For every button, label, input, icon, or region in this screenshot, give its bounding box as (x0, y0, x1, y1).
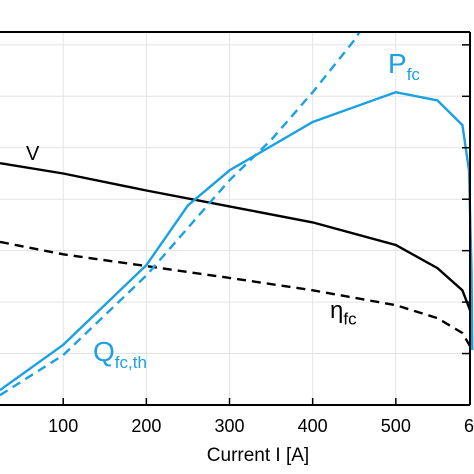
series-label-main: P (388, 48, 407, 79)
x-tick-label: 500 (381, 416, 411, 436)
series-label-main: V (26, 143, 40, 165)
x-tick-label: 600 (464, 416, 474, 436)
series-label-main: Q (93, 336, 115, 367)
x-tick-label: 300 (214, 416, 244, 436)
series-label-main: η (330, 297, 343, 324)
series-line (0, 31, 361, 397)
lines (0, 31, 474, 397)
x-tick-label: 400 (298, 416, 328, 436)
series-line (0, 162, 472, 313)
series-label: V (26, 143, 40, 165)
series-label: Pfc (388, 48, 420, 84)
series-line (0, 240, 474, 351)
series-label: Qfc,th (93, 336, 147, 372)
series-label: ηfc (330, 297, 357, 329)
x-axis-label: Current I [A] (207, 445, 309, 466)
series-line (0, 90, 474, 392)
x-tick-label: 200 (131, 416, 161, 436)
series-label-subscript: fc (407, 65, 421, 84)
series-label-subscript: fc,th (115, 353, 147, 372)
x-tick-label: 100 (48, 416, 78, 436)
series-label-subscript: fc (343, 310, 357, 329)
grid (0, 32, 470, 405)
